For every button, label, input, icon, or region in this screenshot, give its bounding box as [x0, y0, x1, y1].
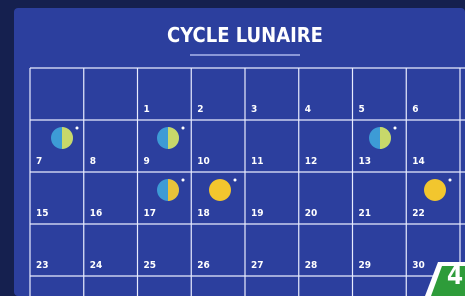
day-number: 30	[412, 260, 425, 271]
day-number: 19	[251, 208, 264, 219]
day-number: 16	[90, 208, 103, 219]
day-number: 26	[197, 260, 210, 271]
badge-number: 4	[447, 261, 463, 291]
day-number: 27	[251, 260, 264, 271]
panel	[14, 8, 465, 296]
day-number: 18	[197, 208, 210, 219]
page: CYCLE LUNAIRE 12345678910111213141516171…	[0, 0, 465, 296]
day-number: 13	[359, 156, 372, 167]
lunar-calendar: CYCLE LUNAIRE 12345678910111213141516171…	[0, 0, 465, 296]
day-number: 10	[197, 156, 210, 167]
day-number: 3	[251, 104, 257, 115]
day-number: 7	[36, 156, 42, 167]
day-number: 25	[144, 260, 157, 271]
day-number: 6	[412, 104, 418, 115]
day-number: 1	[144, 104, 150, 115]
day-number: 11	[251, 156, 264, 167]
day-number: 2	[197, 104, 203, 115]
day-number: 23	[36, 260, 49, 271]
day-number: 8	[90, 156, 96, 167]
day-number: 5	[359, 104, 365, 115]
day-number: 21	[359, 208, 372, 219]
title: CYCLE LUNAIRE	[167, 23, 323, 47]
day-number: 28	[305, 260, 318, 271]
day-number: 17	[144, 208, 157, 219]
day-number: 9	[144, 156, 150, 167]
day-number: 22	[412, 208, 425, 219]
day-number: 20	[305, 208, 318, 219]
day-number: 12	[305, 156, 318, 167]
day-number: 29	[359, 260, 372, 271]
day-number: 14	[412, 156, 425, 167]
day-number: 15	[36, 208, 49, 219]
day-number: 4	[305, 104, 311, 115]
day-number: 24	[90, 260, 103, 271]
